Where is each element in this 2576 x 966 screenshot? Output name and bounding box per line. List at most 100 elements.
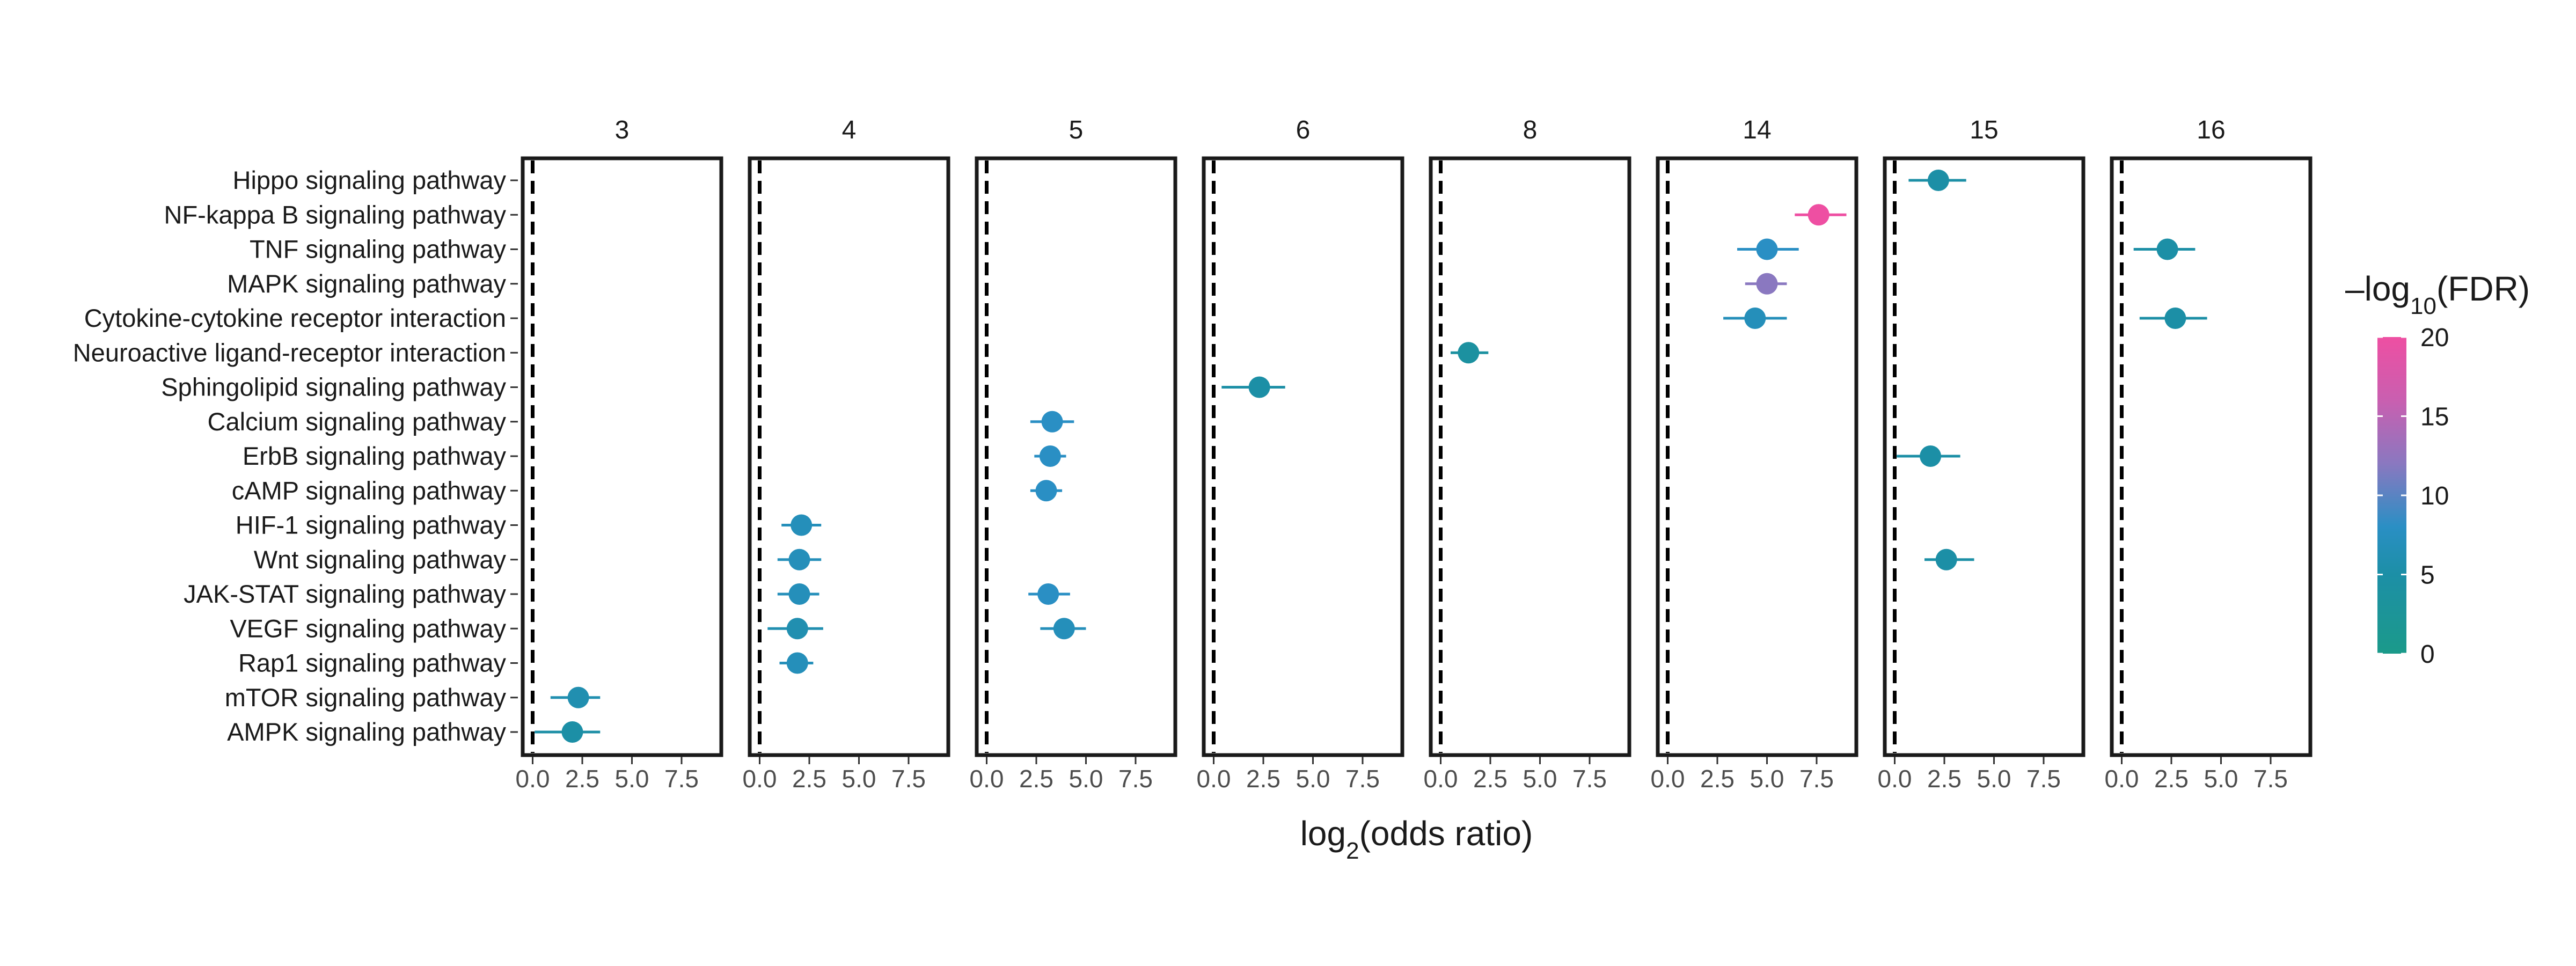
x-tick-label: 2.5 (792, 765, 826, 793)
x-tick-label: 2.5 (2154, 765, 2189, 793)
colorbar-tick-label: 15 (2420, 403, 2449, 431)
x-tick-label: 5.0 (1069, 765, 1103, 793)
x-tick-label: 0.0 (743, 765, 777, 793)
data-point (1807, 204, 1829, 226)
y-axis-labels: Hippo signaling pathway NF-kappa B signal… (73, 166, 518, 746)
panel-frame (748, 156, 950, 757)
row-label: Cytokine-cytokine receptor interaction (84, 304, 506, 332)
facet-title: 5 (1069, 116, 1084, 144)
facet-title: 6 (1296, 116, 1311, 144)
data-point (1039, 445, 1061, 467)
legend-title-sub: 10 (2410, 293, 2436, 319)
x-tick-label: 5.0 (1750, 765, 1784, 793)
x-tick-label: 7.5 (2253, 765, 2288, 793)
x-tick-label: 7.5 (1572, 765, 1607, 793)
x-axis-title-sub: 2 (1346, 838, 1359, 864)
x-tick-label: 7.5 (2026, 765, 2061, 793)
row-label: cAMP signaling pathway (232, 476, 507, 504)
data-point (786, 618, 808, 640)
panel-frame (1656, 156, 1858, 757)
data-point (1053, 618, 1075, 640)
facet-panel-15: 15 0.0 2.5 5.0 7.5 (1878, 116, 2085, 793)
facet-panel-16: 16 0.0 2.5 5.0 7.5 (2105, 116, 2312, 793)
x-tick-label: 7.5 (891, 765, 926, 793)
data-point (2164, 308, 2186, 329)
row-label: Hippo signaling pathway (233, 166, 507, 194)
x-axis-title-pre: log (1300, 814, 1346, 853)
x-tick-label: 5.0 (1977, 765, 2011, 793)
legend-title-post: (FDR) (2436, 269, 2530, 308)
row-label: AMPK signaling pathway (227, 718, 506, 746)
facet-panel-14: 14 0.0 2.5 5.0 7.5 (1651, 116, 1858, 793)
x-tick-label: 0.0 (1878, 765, 1912, 793)
panel-frame (1429, 156, 1631, 757)
x-tick-label: 5.0 (2204, 765, 2238, 793)
row-label: ErbB signaling pathway (243, 442, 507, 470)
row-label: TNF signaling pathway (250, 235, 507, 264)
row-label: HIF-1 signaling pathway (236, 511, 507, 539)
panel-frame (2110, 156, 2312, 757)
data-point (1037, 583, 1059, 605)
row-label: Neuroactive ligand-receptor interaction (73, 338, 506, 367)
color-legend: –log10(FDR) 0 5 10 15 20 (2345, 269, 2530, 669)
colorbar-tick-label: 0 (2420, 640, 2435, 669)
panel-frame (975, 156, 1177, 757)
x-tick-label: 5.0 (1296, 765, 1330, 793)
data-point (1756, 273, 1778, 295)
facet-title: 4 (842, 116, 857, 144)
data-point (1756, 238, 1778, 260)
facet-title: 3 (615, 116, 630, 144)
x-tick-label: 2.5 (1246, 765, 1280, 793)
row-label: Wnt signaling pathway (254, 545, 507, 574)
x-tick-label: 2.5 (1927, 765, 1962, 793)
x-axis-title-post: (odds ratio) (1359, 814, 1533, 853)
data-point (2156, 238, 2178, 260)
facet-title: 16 (2197, 116, 2225, 144)
facet-title: 15 (1970, 116, 1998, 144)
x-tick-label: 2.5 (1019, 765, 1053, 793)
data-point (788, 548, 810, 570)
data-point (1041, 411, 1063, 433)
row-label: Sphingolipid signaling pathway (161, 373, 506, 401)
row-label: MAPK signaling pathway (227, 269, 506, 298)
panel-frame (1883, 156, 2085, 757)
row-label: mTOR signaling pathway (225, 683, 507, 712)
x-tick-label: 0.0 (2105, 765, 2139, 793)
legend-title-pre: –log (2345, 269, 2410, 308)
x-tick-label: 5.0 (1523, 765, 1557, 793)
row-label: NF-kappa B signaling pathway (164, 200, 507, 229)
colorbar-ticks: 0 5 10 15 20 (2377, 324, 2449, 669)
data-point (567, 686, 589, 708)
facet-panel-6: 6 0.0 2.5 5.0 7.5 (1197, 116, 1404, 793)
data-point (786, 652, 808, 674)
row-label: JAK-STAT signaling pathway (184, 580, 506, 608)
facet-panels: 3 0.0 2.5 5.0 7.5 4 0.0 2.5 5.0 7.5 5 0.0 2.5 5.0 7.5 6… (516, 116, 2312, 793)
x-tick-label: 5.0 (615, 765, 649, 793)
x-tick-label: 5.0 (842, 765, 876, 793)
panel-frame (1202, 156, 1404, 757)
row-label: Calcium signaling pathway (208, 407, 507, 436)
colorbar-tick-label: 20 (2420, 324, 2449, 352)
x-tick-label: 0.0 (516, 765, 550, 793)
panel-frame (521, 156, 723, 757)
facet-panel-3: 3 0.0 2.5 5.0 7.5 (516, 116, 723, 793)
row-label: Rap1 signaling pathway (238, 649, 507, 677)
x-tick-label: 7.5 (664, 765, 699, 793)
x-tick-label: 0.0 (1651, 765, 1685, 793)
facet-panel-8: 8 0.0 2.5 5.0 7.5 (1424, 116, 1631, 793)
data-point (791, 514, 813, 536)
legend-title: –log10(FDR) (2345, 269, 2530, 319)
facet-title: 14 (1743, 116, 1771, 144)
x-tick-label: 2.5 (1700, 765, 1735, 793)
data-point (1935, 548, 1957, 570)
data-point (1248, 376, 1270, 398)
colorbar-tick-label: 5 (2420, 561, 2435, 590)
x-tick-label: 0.0 (970, 765, 1004, 793)
x-tick-label: 7.5 (1118, 765, 1153, 793)
x-tick-label: 7.5 (1799, 765, 1834, 793)
x-tick-label: 2.5 (565, 765, 599, 793)
facet-panel-5: 5 0.0 2.5 5.0 7.5 (970, 116, 1177, 793)
data-point (1927, 170, 1949, 191)
x-axis-title: log2(odds ratio) (1300, 814, 1533, 864)
